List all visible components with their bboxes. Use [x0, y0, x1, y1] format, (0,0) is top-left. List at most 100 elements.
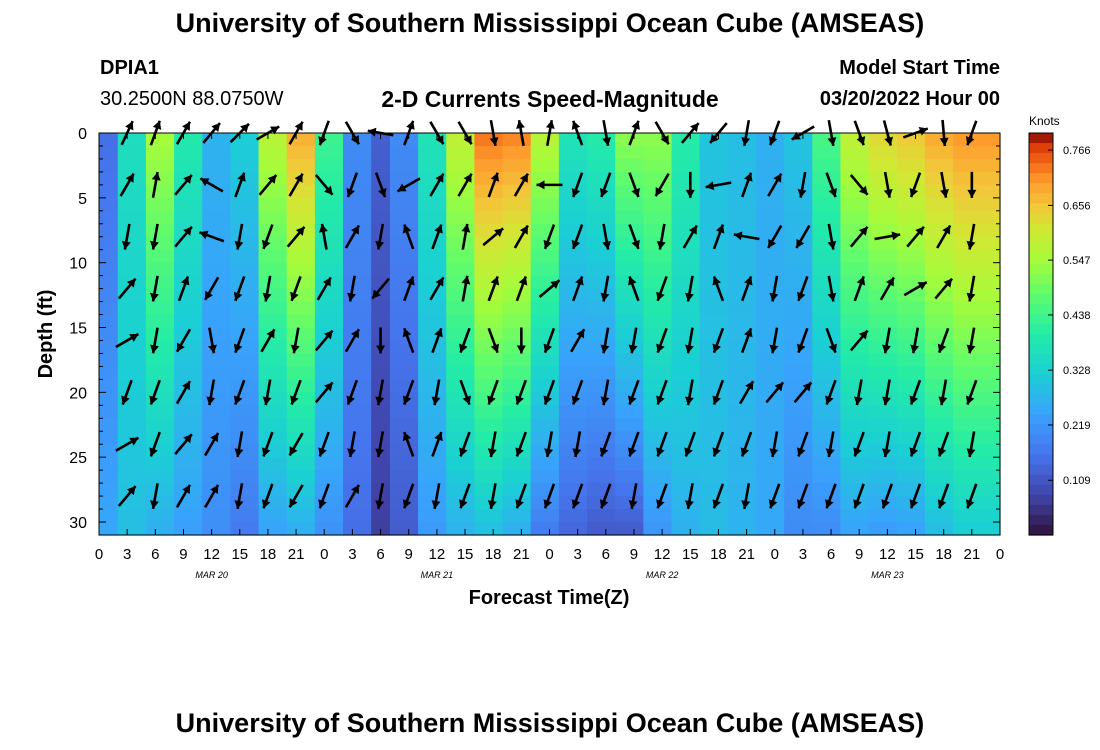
speed-cell	[343, 288, 372, 303]
speed-cell	[446, 457, 476, 471]
vector-head	[796, 447, 806, 457]
speed-cell	[784, 262, 813, 277]
speed-cell	[314, 509, 344, 523]
colorbar-segment	[1029, 313, 1053, 325]
speed-cell	[389, 457, 419, 471]
current-vector	[314, 329, 334, 352]
vector-head	[262, 292, 272, 302]
speed-cell	[343, 366, 372, 380]
speed-cell	[587, 145, 616, 160]
speed-cell	[99, 444, 119, 458]
speed-cell	[474, 509, 504, 523]
speed-cell	[587, 470, 616, 484]
vector-head	[431, 396, 441, 406]
x-day-label: MAR 22	[646, 570, 679, 580]
speed-cell	[389, 366, 419, 380]
speed-cell	[699, 366, 729, 380]
colorbar-segment	[1029, 434, 1053, 446]
speed-cell	[924, 145, 954, 160]
speed-cell	[371, 158, 391, 173]
speed-cell	[389, 405, 419, 419]
speed-cell	[117, 340, 147, 355]
speed-cell	[230, 145, 260, 160]
current-vector	[487, 275, 500, 302]
vector-head	[397, 183, 407, 192]
speed-cell	[418, 262, 447, 277]
current-vector	[765, 381, 785, 404]
speed-cell	[258, 275, 288, 290]
speed-cell	[314, 197, 344, 212]
current-vector	[628, 379, 640, 406]
vector-head	[966, 448, 976, 458]
speed-cell	[258, 223, 288, 238]
current-vector	[712, 224, 725, 250]
vector-head	[733, 231, 743, 241]
speed-cell	[558, 379, 588, 393]
speed-cell	[145, 353, 175, 368]
vector-head	[937, 499, 947, 509]
speed-cell	[615, 496, 644, 510]
speed-cell	[558, 197, 588, 212]
speed-cell	[258, 366, 288, 380]
colorbar-segment	[1029, 424, 1053, 436]
speed-cell	[615, 431, 644, 445]
speed-cell	[896, 262, 926, 277]
speed-cell	[446, 366, 476, 380]
speed-cell	[924, 470, 954, 484]
x-tick-label: 12	[879, 546, 896, 563]
speed-cell	[145, 145, 175, 160]
vector-head	[183, 434, 192, 444]
colorbar-segment	[1029, 233, 1053, 245]
speed-cell	[99, 145, 119, 160]
current-vector	[429, 276, 445, 301]
vector-head	[289, 498, 298, 508]
speed-cell	[446, 301, 476, 316]
vector-head	[150, 344, 159, 354]
vector-head	[402, 395, 412, 405]
speed-cell	[202, 366, 231, 380]
speed-cell	[446, 353, 476, 368]
x-tick-label: 9	[179, 546, 187, 563]
current-vector	[316, 276, 332, 301]
current-vector	[431, 379, 441, 406]
vector-head	[434, 432, 443, 442]
speed-cell	[117, 470, 147, 484]
vector-head	[121, 240, 131, 250]
speed-cell	[446, 405, 476, 419]
speed-cell	[418, 353, 447, 368]
speed-cell	[99, 301, 119, 316]
speed-cell	[371, 210, 391, 225]
speed-cell	[615, 340, 644, 355]
vector-head	[294, 173, 303, 183]
speed-cell	[286, 145, 316, 160]
current-vector	[119, 172, 135, 197]
speed-cell	[643, 327, 673, 342]
speed-cell	[474, 133, 504, 147]
speed-cell	[502, 288, 532, 303]
speed-cell	[587, 353, 616, 368]
vector-head	[324, 185, 333, 195]
speed-cell	[840, 483, 870, 497]
speed-cell	[502, 509, 532, 523]
speed-cell	[615, 353, 644, 368]
speed-cell	[812, 444, 842, 458]
speed-cell	[924, 301, 954, 316]
current-vector	[656, 379, 668, 406]
speed-cell	[812, 301, 842, 316]
speed-cell	[343, 379, 372, 393]
speed-cell	[840, 288, 870, 303]
current-vector	[175, 328, 192, 353]
vector-head	[602, 240, 612, 250]
speed-cell	[418, 210, 447, 225]
speed-cell	[868, 210, 898, 225]
speed-cell	[671, 301, 701, 316]
speed-cell	[558, 301, 588, 316]
speed-cell	[286, 353, 316, 368]
speed-cell	[727, 288, 757, 303]
speed-cell	[755, 145, 785, 160]
speed-cell	[389, 444, 419, 458]
vector-head	[434, 224, 443, 234]
speed-cell	[784, 158, 813, 173]
speed-cell	[286, 210, 316, 225]
speed-cell	[896, 340, 926, 355]
